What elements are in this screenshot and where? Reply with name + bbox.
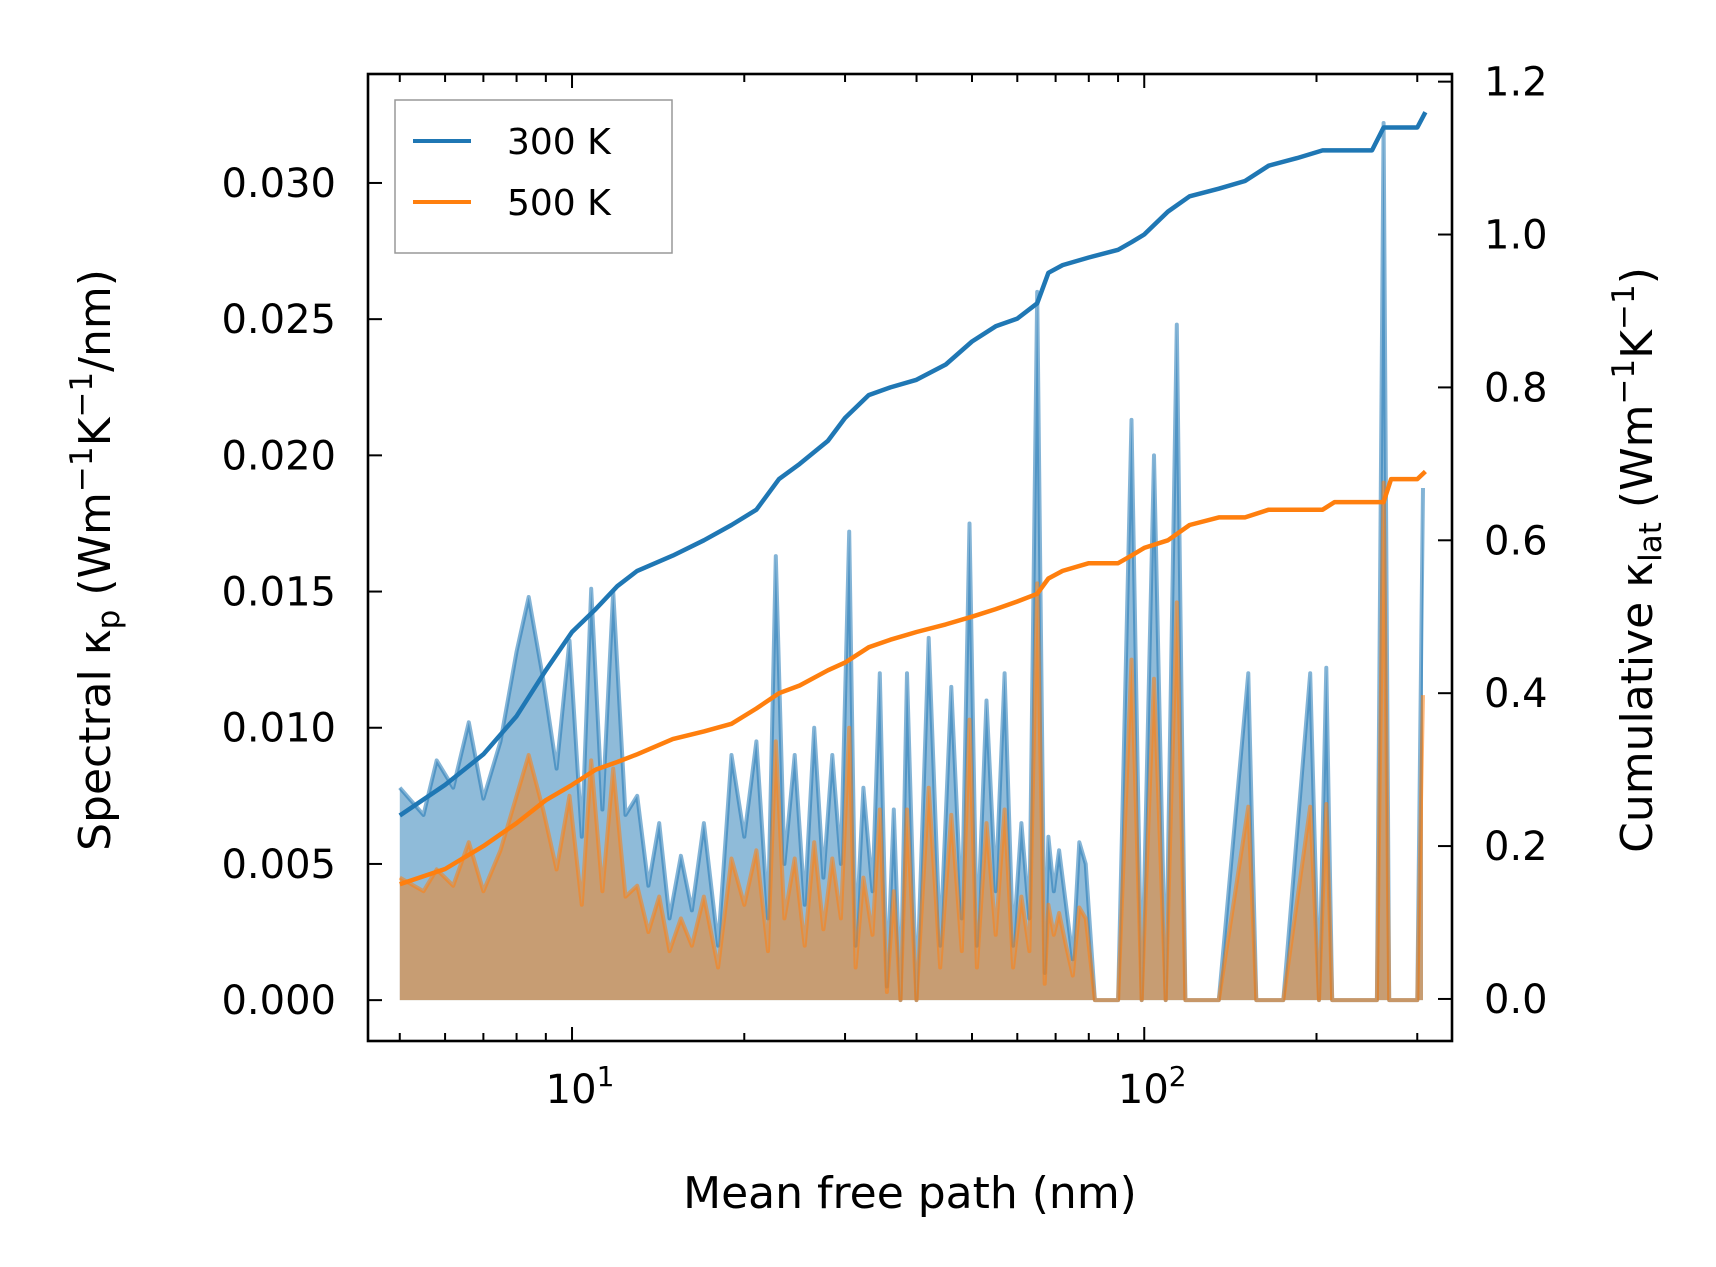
y-right-tick-label: 0.8	[1484, 365, 1548, 411]
legend-label-500k: 500 K	[507, 183, 612, 224]
y-right-tick-label: 0.4	[1484, 671, 1548, 717]
legend: 300 K 500 K	[394, 99, 673, 254]
y-right-tick-label: 0.6	[1484, 518, 1548, 564]
y-left-tick-label: 0.030	[221, 161, 336, 207]
y-right-axis-label: Cumulative κlat (Wm−1K−1)	[1606, 267, 1669, 853]
y-left-tick-label: 0.010	[221, 706, 336, 752]
axis-ticks	[368, 74, 1452, 1041]
x-axis-label: Mean free path (nm)	[683, 1168, 1137, 1219]
x-tick-label: 102	[1118, 1060, 1187, 1113]
spectral-line-500k	[398, 480, 1425, 1003]
spectral-area-500k	[399, 482, 1423, 1001]
y-right-tick-label: 1.2	[1484, 60, 1548, 106]
y-left-tick-label: 0.000	[221, 978, 336, 1024]
y-left-tick-label: 0.025	[221, 297, 336, 343]
y-left-axis-label: Spectral κp (Wm−1K−1/nm)	[64, 269, 127, 851]
y-left-tick-label: 0.015	[221, 570, 336, 616]
cumulative-line-500k	[399, 469, 1427, 887]
plot-frame	[366, 72, 1454, 1043]
legend-label-300k: 300 K	[507, 122, 612, 163]
y-right-tick-label: 1.0	[1484, 213, 1548, 259]
legend-box	[394, 99, 673, 254]
plot-area	[398, 111, 1428, 1003]
cumulative-line-300k	[398, 111, 1428, 818]
y-right-tick-label: 0.2	[1484, 824, 1548, 870]
y-left-tick-label: 0.005	[221, 842, 336, 888]
x-tick-label: 101	[546, 1060, 615, 1113]
y-right-tick-label: 0.0	[1484, 977, 1548, 1023]
y-left-tick-label: 0.020	[221, 433, 336, 479]
